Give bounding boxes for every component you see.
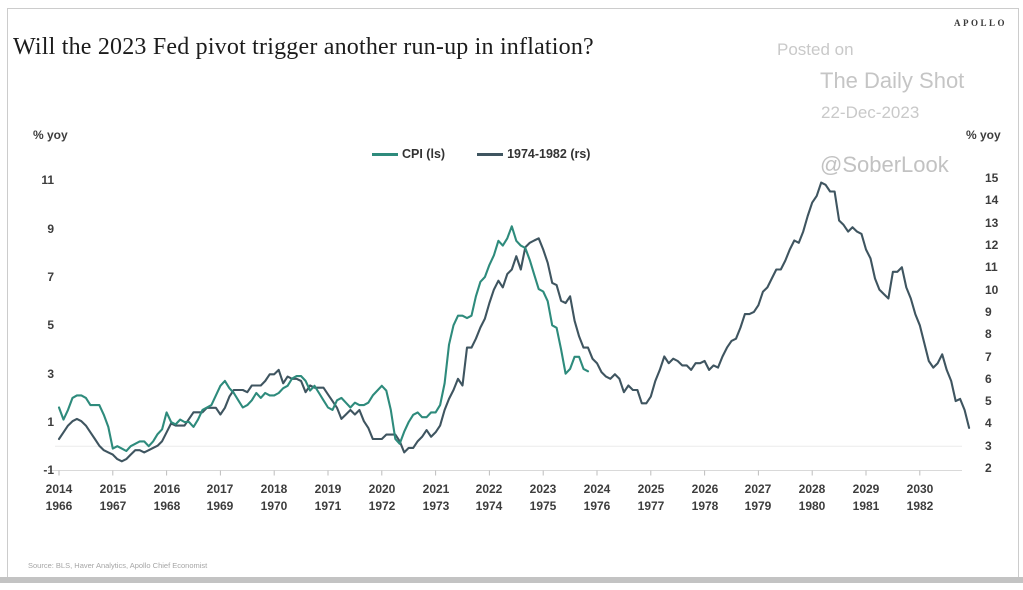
right-axis-tick-label: 2 <box>985 461 992 475</box>
right-axis-tick-label: 15 <box>985 171 999 185</box>
x-axis-label-row2: 1966 <box>45 499 73 513</box>
x-axis-label-row1: 2015 <box>99 482 127 496</box>
cpi-line-swatch <box>372 152 398 156</box>
left-axis-tick-label: 3 <box>47 367 54 381</box>
left-axis-unit: % yoy <box>33 128 68 142</box>
x-axis-label-row1: 2016 <box>153 482 181 496</box>
x-axis-label-row2: 1977 <box>637 499 665 513</box>
left-axis-tick-label: 1 <box>47 415 54 429</box>
x-axis-label-row1: 2021 <box>422 482 450 496</box>
x-axis-label-row1: 2024 <box>583 482 611 496</box>
x-axis-label-row2: 1978 <box>691 499 719 513</box>
image-frame <box>7 8 1019 579</box>
series-line-1974-1982 <box>57 181 971 463</box>
legend-label-cpi: CPI (ls) <box>402 147 446 161</box>
x-axis-label-row2: 1968 <box>153 499 181 513</box>
x-axis-label-row2: 1969 <box>206 499 234 513</box>
x-axis-label-row2: 1974 <box>475 499 503 513</box>
legend-label-1974-1982: 1974-1982 (rs) <box>507 147 591 161</box>
left-axis-tick-label: 11 <box>41 173 54 187</box>
x-axis-label-row2: 1967 <box>99 499 127 513</box>
left-axis-tick-label: 9 <box>47 222 54 236</box>
right-axis-tick-label: 13 <box>985 216 999 230</box>
x-axis-label-row1: 2026 <box>691 482 719 496</box>
left-axis-tick-label: -1 <box>43 463 54 477</box>
left-axis-tick-label: 5 <box>47 318 54 332</box>
hist-line-swatch <box>477 152 504 156</box>
watermark-posted-on: Posted on <box>777 40 854 59</box>
x-axis-label-row1: 2019 <box>314 482 342 496</box>
x-axis-label-row1: 2020 <box>368 482 396 496</box>
x-axis-label-row2: 1970 <box>260 499 288 513</box>
right-axis-tick-label: 9 <box>985 305 992 319</box>
x-axis-label-row1: 2022 <box>475 482 503 496</box>
chart-legend: CPI (ls) 1974-1982 (rs) <box>372 147 590 161</box>
series-line-cpi <box>57 225 590 453</box>
x-axis-label-row1: 2027 <box>744 482 772 496</box>
x-axis-label-row1: 2023 <box>529 482 557 496</box>
x-axis-label-row1: 2014 <box>45 482 73 496</box>
legend-item-1974-1982: 1974-1982 (rs) <box>477 147 590 161</box>
right-axis-tick-label: 3 <box>985 439 992 453</box>
x-axis-label-row1: 2028 <box>798 482 826 496</box>
watermark-daily-shot: The Daily Shot <box>820 68 965 93</box>
right-axis-unit: % yoy <box>966 128 1001 142</box>
right-axis-tick-label: 8 <box>985 327 992 341</box>
x-axis-label-row2: 1981 <box>852 499 880 513</box>
x-axis-label-row2: 1976 <box>583 499 611 513</box>
watermark-date: 22-Dec-2023 <box>821 103 920 122</box>
x-axis-label-row1: 2029 <box>852 482 880 496</box>
left-axis-tick-label: 7 <box>47 270 54 284</box>
watermark-soberlook: @SoberLook <box>820 152 949 177</box>
right-axis-tick-label: 5 <box>985 394 992 408</box>
right-axis-tick-label: 11 <box>985 260 998 274</box>
x-axis-label-row2: 1972 <box>368 499 396 513</box>
x-axis-label-row1: 2017 <box>206 482 234 496</box>
legend-item-cpi: CPI (ls) <box>372 147 445 161</box>
right-axis-tick-label: 6 <box>985 372 992 386</box>
source-note: Source: BLS, Haver Analytics, Apollo Chi… <box>28 561 208 570</box>
x-axis-label-row2: 1982 <box>906 499 934 513</box>
right-axis-tick-label: 10 <box>985 283 999 297</box>
x-axis-label-row1: 2030 <box>906 482 934 496</box>
x-axis-label-row1: 2018 <box>260 482 288 496</box>
apollo-logo: APOLLO <box>953 18 1007 28</box>
right-axis-tick-label: 7 <box>985 350 992 364</box>
x-axis-label-row2: 1980 <box>798 499 826 513</box>
right-axis-tick-label: 14 <box>985 193 999 207</box>
x-axis-label-row2: 1979 <box>744 499 772 513</box>
chart-title: Will the 2023 Fed pivot trigger another … <box>13 34 594 60</box>
x-axis-label-row1: 2025 <box>637 482 665 496</box>
right-axis-tick-label: 4 <box>985 416 992 430</box>
x-axis-label-row2: 1971 <box>314 499 342 513</box>
x-axis-label-row2: 1975 <box>529 499 557 513</box>
x-axis-label-row2: 1973 <box>422 499 450 513</box>
bottom-edge-band <box>0 577 1023 583</box>
right-axis-tick-label: 12 <box>985 238 999 252</box>
